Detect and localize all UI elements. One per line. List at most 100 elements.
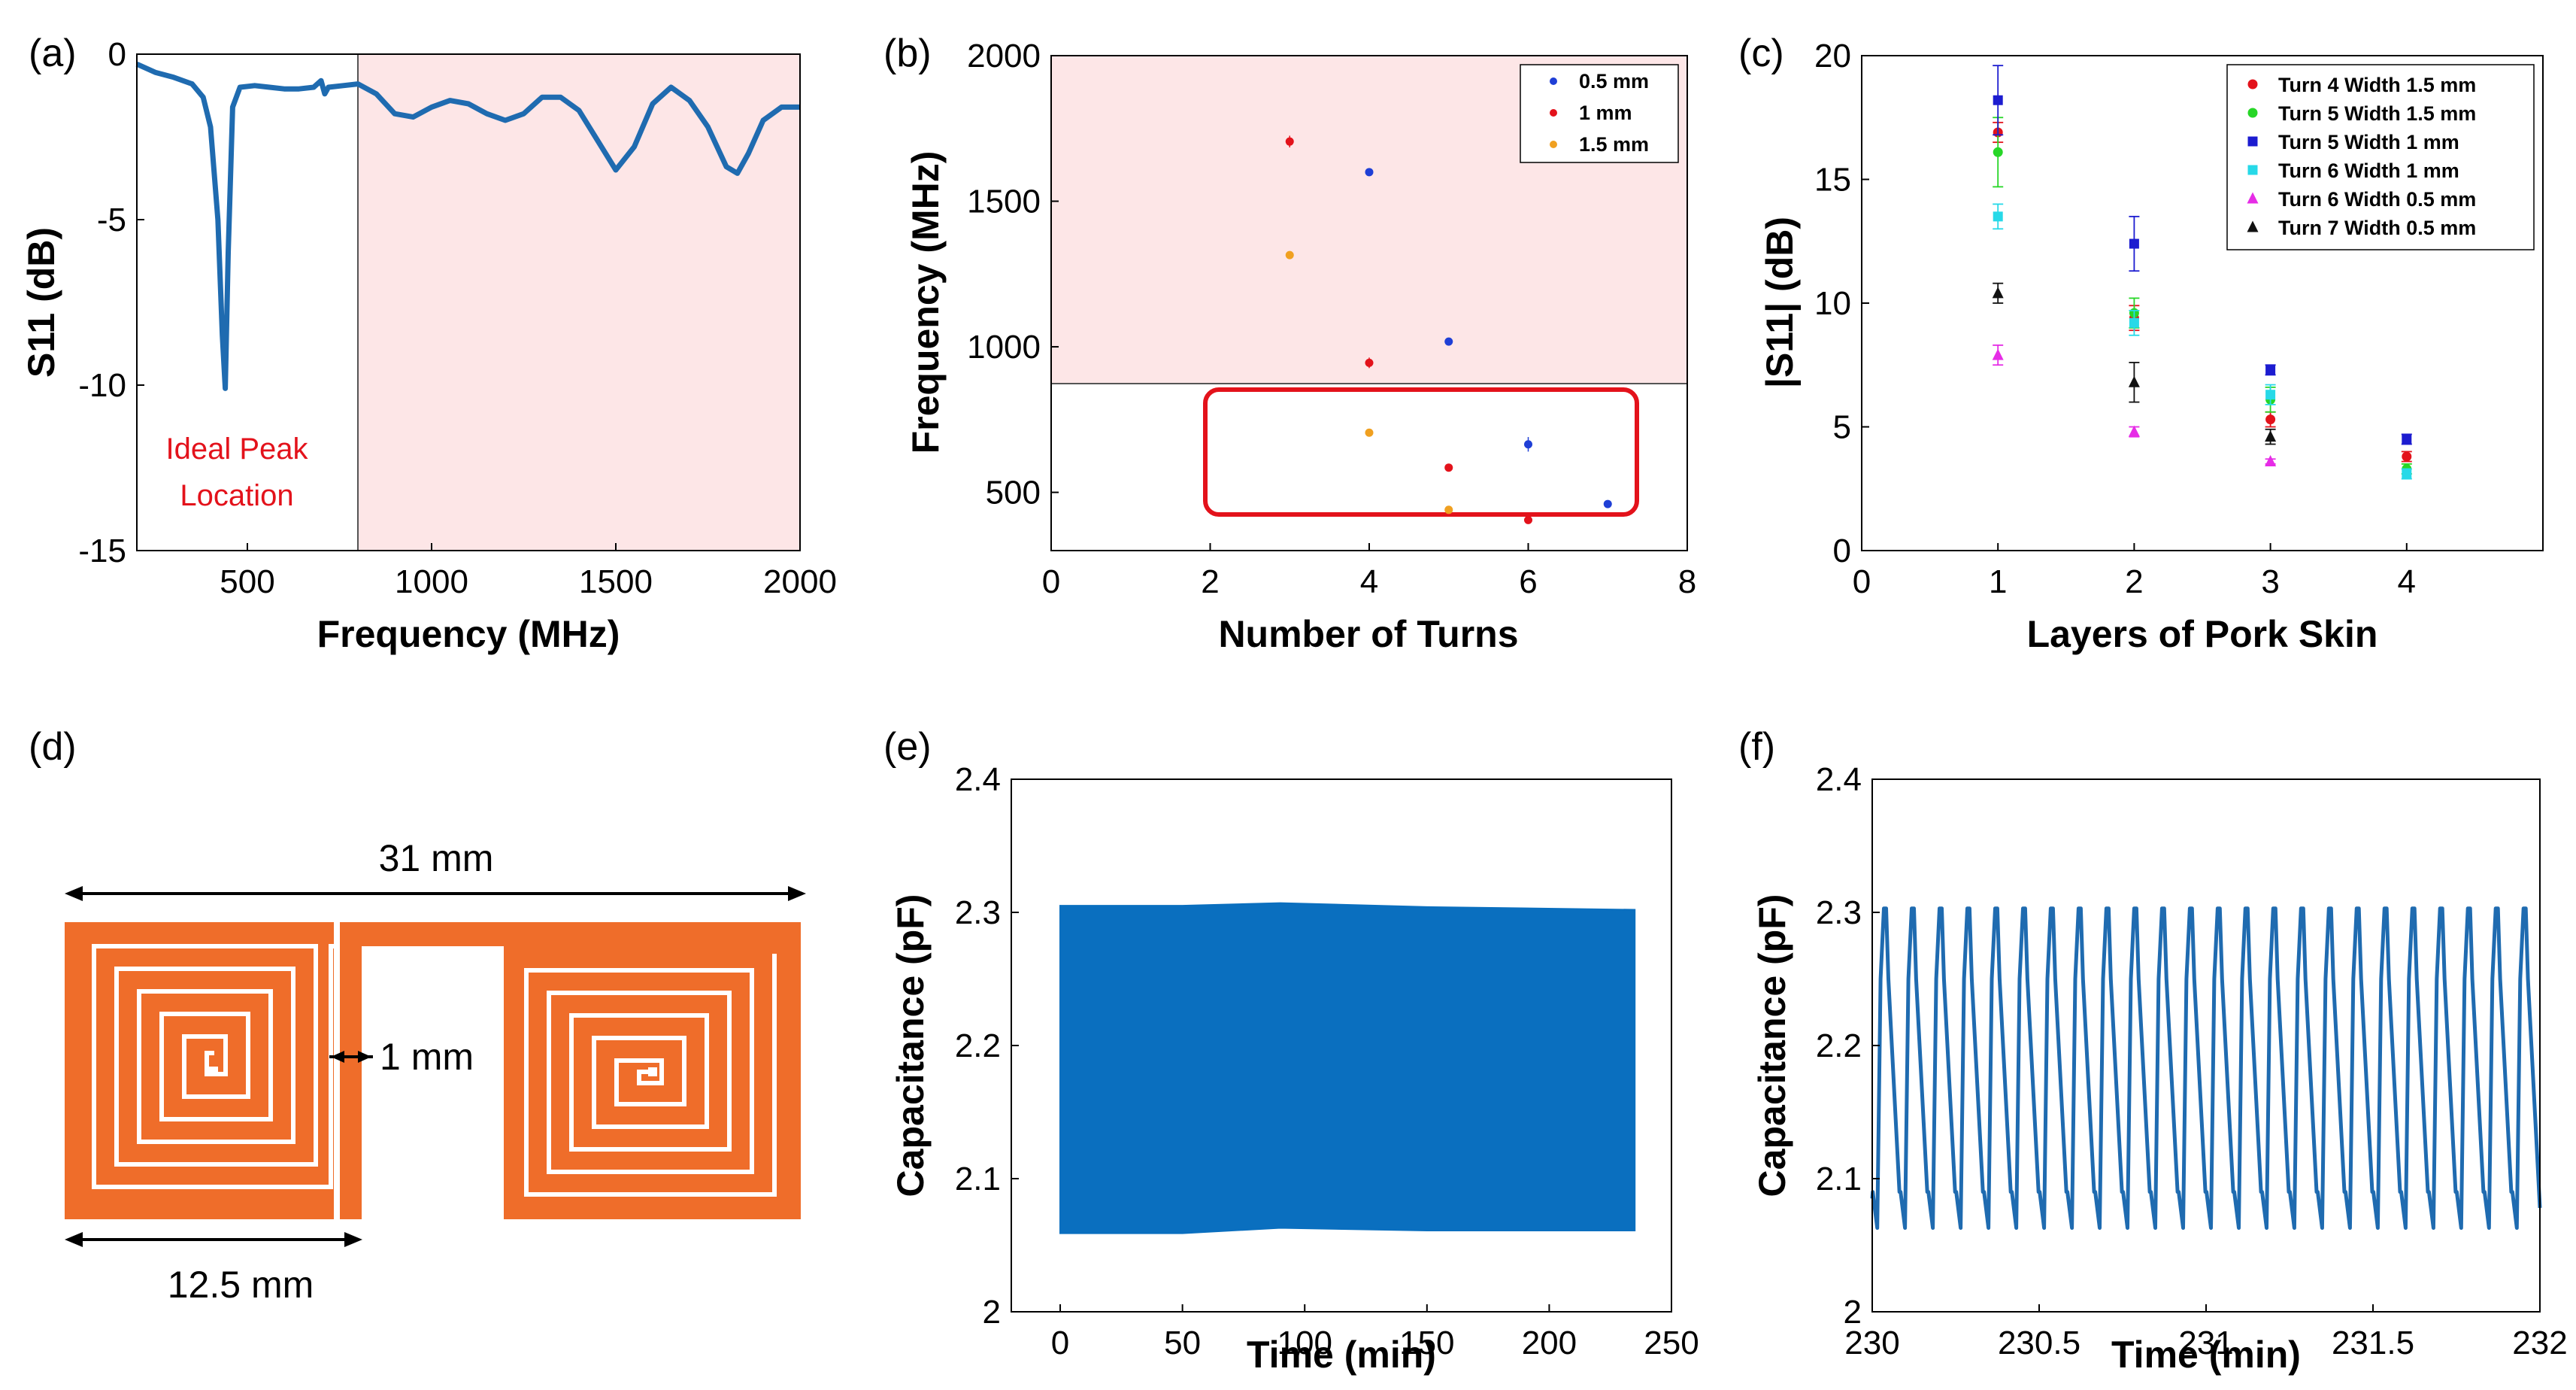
- panel-b-point: [1365, 168, 1374, 177]
- panel-b-legend-box: [1520, 64, 1679, 163]
- panel-a-x-axis-title: Frequency (MHz): [317, 613, 620, 655]
- panel-b-x-tick-label: 0: [1042, 563, 1060, 600]
- panel-f: (f) 230 230.5 231 231.5 232 2 2.1 2.2 2.3 2.4 Tim…: [1738, 725, 2568, 1376]
- panel-e-y-tick-label: 2: [983, 1294, 1001, 1331]
- panel-a-annotation-line2: Location: [180, 479, 293, 512]
- panel-e-x-tick-label: 200: [1522, 1325, 1577, 1361]
- panel-a-y-tick-label: -10: [78, 367, 126, 404]
- panel-b-point: [1444, 337, 1453, 346]
- panel-c-legend-marker: [2247, 108, 2258, 118]
- panel-c-y-tick-label: 10: [1814, 285, 1851, 322]
- panel-c-point: [1992, 287, 2004, 299]
- panel-c-point: [2265, 365, 2276, 375]
- panel-b-y-tick-label: 1500: [967, 184, 1041, 220]
- panel-c-points: [1992, 65, 2412, 480]
- panel-f-x-tick-label: 231.5: [2332, 1325, 2414, 1361]
- panel-e-x-tick-label: 0: [1051, 1325, 1069, 1361]
- panel-b-point: [1603, 499, 1612, 508]
- panel-c-point: [2265, 390, 2276, 400]
- dimension-arrowhead-right: [788, 886, 806, 901]
- panel-c-legend-label: Turn 7 Width 0.5 mm: [2278, 217, 2476, 239]
- panel-b-point: [1285, 137, 1294, 146]
- panel-c-point: [2402, 469, 2412, 479]
- coil-width-arrowhead-left: [65, 1232, 83, 1247]
- panel-c-point: [2265, 414, 2276, 425]
- panel-e-capacitance-band: [1059, 902, 1636, 1234]
- connector-bar: [334, 922, 801, 946]
- panel-b-point: [1365, 358, 1374, 367]
- panel-b-x-tick-label: 4: [1360, 563, 1378, 600]
- legend-label-1.5mm: 1.5 mm: [1579, 133, 1649, 156]
- panel-c-x-axis-title: Layers of Pork Skin: [2027, 613, 2378, 655]
- panel-c-point: [1993, 95, 2003, 105]
- panel-c-x-tick-label: 1: [1989, 563, 2007, 600]
- coil-gap: [334, 922, 340, 1219]
- panel-c-legend-label: Turn 5 Width 1.5 mm: [2278, 102, 2476, 125]
- panel-b-point: [1444, 505, 1453, 514]
- panel-c-legend-label: Turn 4 Width 1.5 mm: [2278, 74, 2476, 96]
- right-spiral-trace: [524, 954, 777, 1197]
- panel-c-point: [2402, 451, 2412, 462]
- panel-c-point: [2128, 375, 2140, 387]
- panel-c-label: (c): [1738, 32, 1784, 75]
- panel-c-legend: Turn 4 Width 1.5 mm Turn 5 Width 1.5 mm Tu…: [2226, 64, 2535, 250]
- panel-a-y-tick-label: 0: [108, 36, 126, 73]
- panel-a-y-tick-label: -5: [97, 202, 126, 238]
- panel-e-label: (e): [883, 725, 932, 769]
- panel-c-legend-label: Turn 6 Width 1 mm: [2278, 159, 2459, 182]
- panel-c-legend-label: Turn 6 Width 0.5 mm: [2278, 188, 2476, 211]
- panel-c-x-tick-label: 3: [2261, 563, 2279, 600]
- coil-width-label: 12.5 mm: [168, 1264, 314, 1306]
- panel-f-axes-box: [1871, 778, 2541, 1313]
- panel-c-legend-box: [2226, 64, 2535, 250]
- legend-marker-1.5mm: [1550, 141, 1557, 148]
- panel-d: (d) 31 mm 1 mm 12.5 mm: [29, 725, 806, 1306]
- legend-label-1mm: 1 mm: [1579, 102, 1632, 124]
- panel-e-x-tick-label: 50: [1164, 1325, 1201, 1361]
- panel-c-point: [2265, 430, 2277, 442]
- panel-c-point: [1992, 348, 2004, 360]
- panel-c-legend-marker: [2247, 165, 2258, 175]
- panel-b-point: [1524, 515, 1532, 524]
- panel-f-x-axis-title: Time (min): [2111, 1334, 2301, 1376]
- panel-c-y-tick-label: 15: [1814, 162, 1851, 199]
- panel-c-point: [2265, 455, 2277, 467]
- panel-b-x-tick-label: 6: [1519, 563, 1537, 600]
- panel-b-y-tick-label: 1000: [967, 329, 1041, 366]
- panel-b-points: [1285, 135, 1612, 524]
- panel-c-legend-marker: [2247, 79, 2258, 90]
- panel-a-x-tick-label: 1000: [395, 563, 468, 600]
- panel-b-y-tick-label: 2000: [967, 38, 1041, 74]
- panel-c-y-tick-label: 0: [1833, 533, 1851, 569]
- panel-c-point: [2129, 238, 2139, 249]
- panel-b-axes-box: [1050, 55, 1688, 551]
- panel-f-y-tick-label: 2.3: [1816, 894, 1862, 931]
- panel-a-x-tick-label: 1500: [579, 563, 653, 600]
- right-spiral-via: [648, 1067, 657, 1076]
- panel-b-x-tick-label: 8: [1678, 563, 1696, 600]
- panel-e-ticks: 0 50 100 150 200 250 2 2.1 2.2 2.3 2.4: [955, 761, 1699, 1361]
- panel-a-label: (a): [29, 32, 77, 75]
- panel-f-y-axis-title: Capacitance (pF): [1751, 894, 1793, 1197]
- panel-c-y-tick-label: 5: [1833, 409, 1851, 446]
- panel-a-y-tick-label: -15: [78, 533, 126, 569]
- panel-c-point: [2129, 317, 2139, 328]
- panel-b-x-axis-title: Number of Turns: [1218, 613, 1518, 655]
- panel-f-capacitance-waveform: [1870, 906, 2542, 1230]
- panel-b-point: [1365, 428, 1374, 437]
- panel-b: (b) 0 2 4 6 8 500 1000 1500 2000 0.5 mm 1 mm 1.5…: [883, 32, 1696, 655]
- panel-f-y-tick-label: 2.1: [1816, 1161, 1862, 1197]
- gap-arrowhead-right: [358, 1051, 371, 1063]
- panel-f-y-tick-label: 2.2: [1816, 1027, 1862, 1064]
- panel-b-point: [1524, 440, 1532, 449]
- panel-b-ticks: 0 2 4 6 8 500 1000 1500 2000: [967, 38, 1696, 600]
- panel-f-x-tick-label: 230.5: [1998, 1325, 2080, 1361]
- panel-c-x-tick-label: 0: [1853, 563, 1871, 600]
- panel-e-y-tick-label: 2.3: [955, 894, 1001, 931]
- panel-c-point: [1993, 147, 2003, 157]
- legend-marker-1mm: [1550, 109, 1557, 117]
- left-spiral-via: [209, 1067, 218, 1076]
- panel-a-annotation-line1: Ideal Peak: [165, 432, 308, 466]
